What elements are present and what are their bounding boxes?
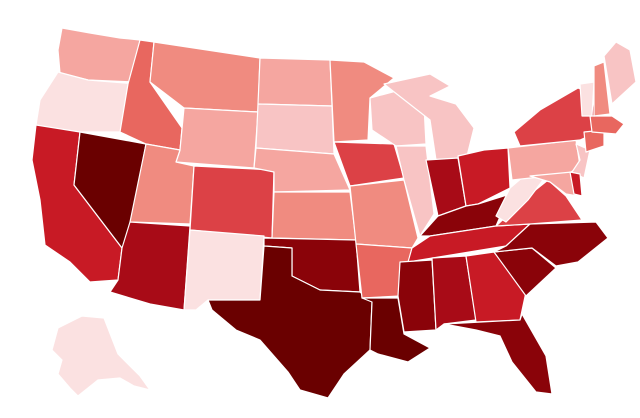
state-north-carolina bbox=[493, 221, 609, 267]
state-oregon bbox=[35, 71, 137, 133]
state-florida bbox=[443, 313, 553, 395]
state-missouri bbox=[349, 179, 419, 249]
state-maryland bbox=[529, 171, 579, 197]
state-montana bbox=[149, 41, 261, 113]
state-south-dakota bbox=[255, 103, 335, 155]
state-maine bbox=[603, 41, 637, 105]
state-illinois bbox=[395, 145, 435, 237]
state-delaware bbox=[569, 171, 583, 197]
state-wyoming bbox=[175, 107, 259, 169]
state-north-dakota bbox=[257, 57, 333, 107]
state-colorado bbox=[189, 165, 275, 239]
state-mississippi bbox=[397, 259, 437, 333]
state-georgia bbox=[465, 251, 527, 323]
state-new-hampshire bbox=[593, 61, 611, 117]
state-alaska bbox=[51, 315, 151, 397]
state-vermont bbox=[579, 81, 595, 117]
state-washington bbox=[57, 27, 141, 83]
state-alabama bbox=[431, 255, 477, 331]
state-michigan bbox=[383, 73, 475, 161]
state-massachusetts bbox=[589, 115, 625, 135]
state-texas bbox=[207, 245, 373, 399]
states-layer bbox=[31, 27, 637, 399]
state-kansas bbox=[271, 191, 357, 241]
state-new-mexico bbox=[183, 229, 265, 311]
